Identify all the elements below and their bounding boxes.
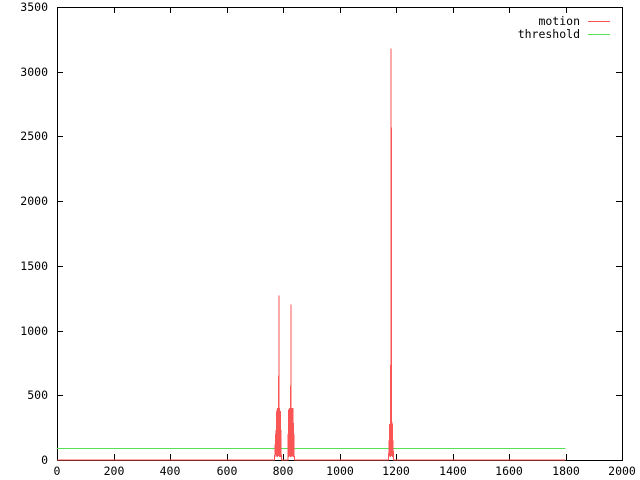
y-tick-label: 2500 xyxy=(20,129,48,143)
x-tick-label: 1800 xyxy=(552,464,580,478)
x-tick-label: 400 xyxy=(160,464,181,478)
y-tick-label: 0 xyxy=(41,453,48,467)
x-tick-label: 1600 xyxy=(495,464,523,478)
y-tick-label: 1000 xyxy=(20,324,48,338)
plot-border xyxy=(57,7,623,461)
y-tick-label: 3000 xyxy=(20,65,48,79)
legend-label-motion: motion xyxy=(538,14,580,28)
x-tick-label: 2000 xyxy=(608,464,636,478)
x-tick-label: 800 xyxy=(273,464,294,478)
legend-label-threshold: threshold xyxy=(518,27,580,41)
series-line-motion xyxy=(57,48,566,461)
y-tick-label: 3500 xyxy=(20,0,48,14)
y-tick-label: 500 xyxy=(27,388,48,402)
x-tick-label: 600 xyxy=(217,464,238,478)
y-tick-label: 1500 xyxy=(20,259,48,273)
y-tick-label: 2000 xyxy=(20,194,48,208)
x-tick-label: 1400 xyxy=(439,464,467,478)
x-tick-label: 1200 xyxy=(382,464,410,478)
x-tick-label: 1000 xyxy=(326,464,354,478)
x-tick-label: 0 xyxy=(54,464,61,478)
x-tick-label: 200 xyxy=(104,464,125,478)
